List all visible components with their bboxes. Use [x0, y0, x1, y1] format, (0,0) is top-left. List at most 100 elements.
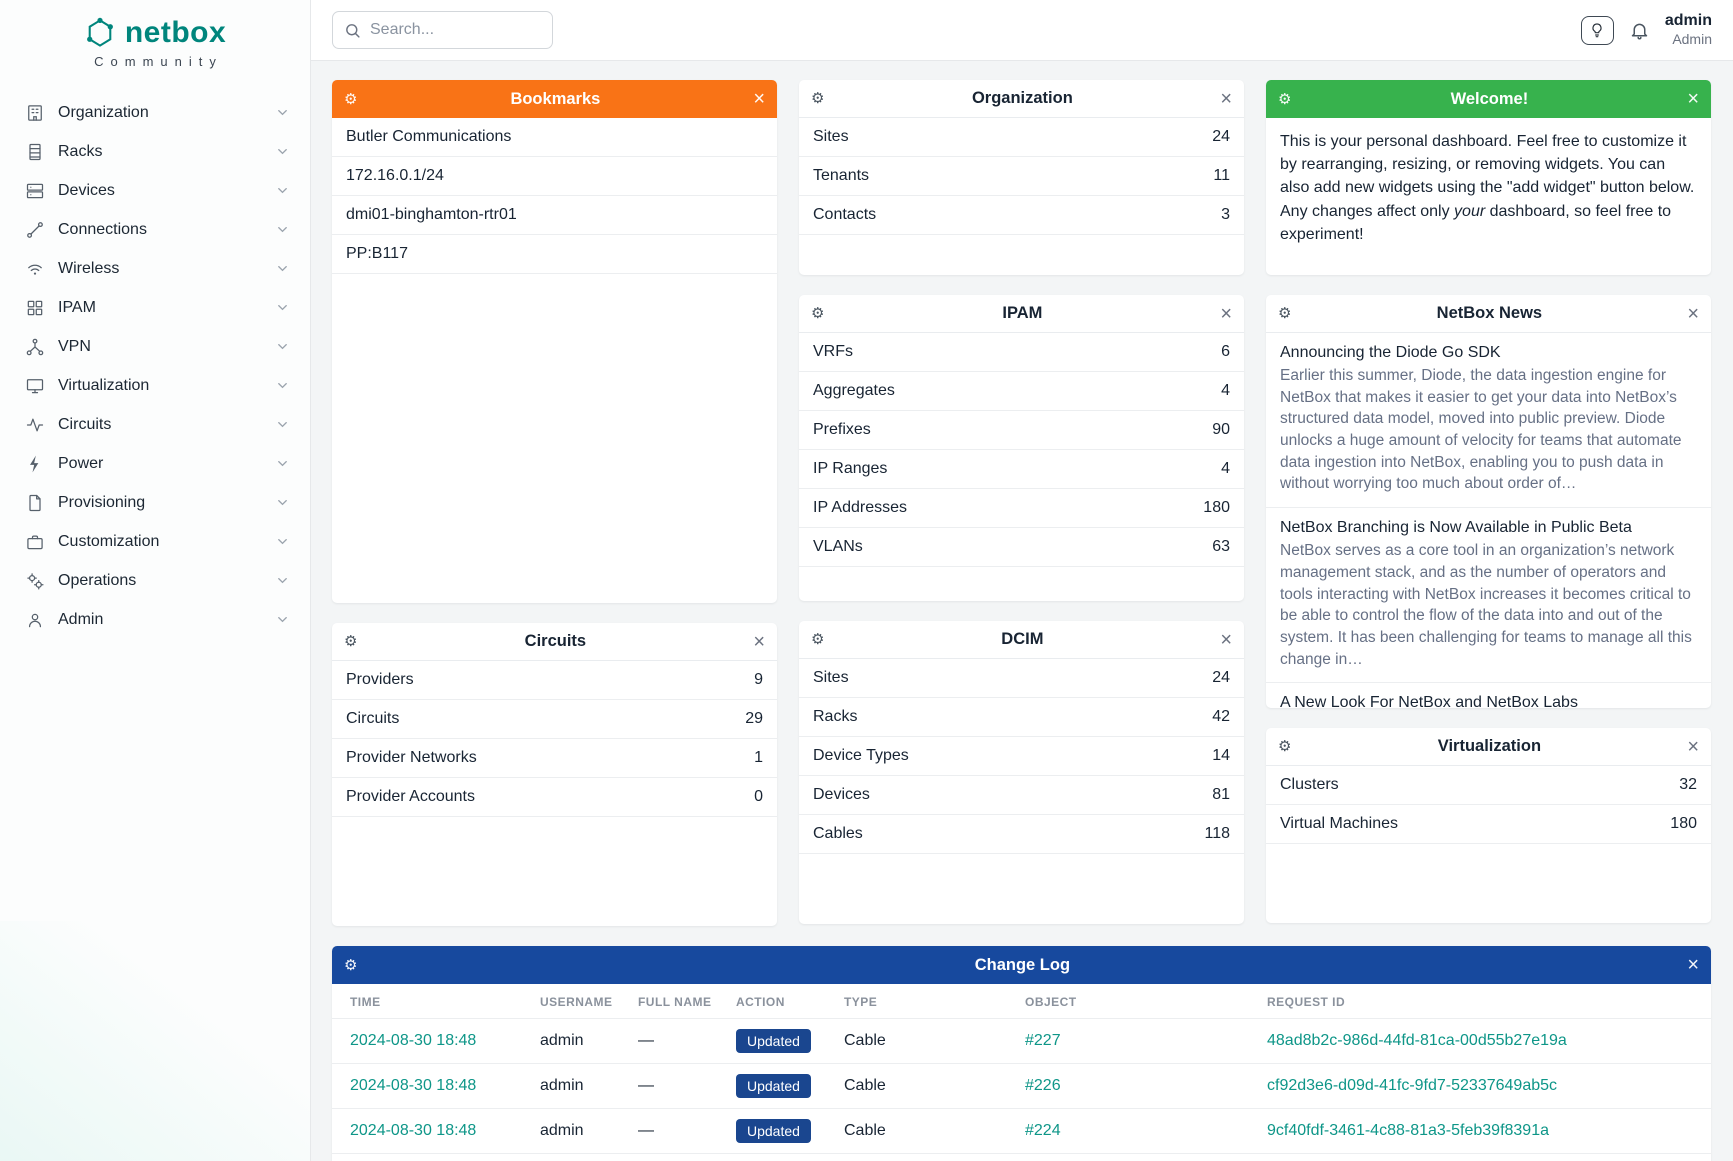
stat-value: 1 — [754, 749, 763, 766]
widget-settings-icon[interactable]: ⚙ — [344, 89, 358, 108]
widget-settings-icon[interactable]: ⚙ — [344, 955, 358, 974]
changelog-request-id-link[interactable]: cf92d3e6-d09d-41fc-9fd7-52337649ab5c — [1267, 1077, 1558, 1094]
widget-settings-icon[interactable]: ⚙ — [1278, 737, 1292, 755]
sidebar-item-operations[interactable]: Operations — [0, 561, 310, 600]
notifications-button[interactable] — [1629, 20, 1650, 41]
stat-label[interactable]: Contacts — [813, 206, 877, 223]
changelog-request-id-link[interactable]: 48ad8b2c-986d-44fd-81ca-00d55b27e19a — [1267, 1032, 1567, 1049]
stat-label[interactable]: Providers — [346, 671, 414, 688]
changelog-time-link[interactable]: 2024-08-30 18:48 — [350, 1032, 477, 1049]
bookmark-link[interactable]: PP:B117 — [346, 245, 408, 262]
changelog-time-link[interactable]: 2024-08-30 18:48 — [350, 1077, 477, 1094]
stat-value: 6 — [1221, 343, 1230, 360]
stat-label[interactable]: IP Addresses — [813, 499, 907, 516]
sidebar-item-provisioning[interactable]: Provisioning — [0, 483, 310, 522]
sidebar-item-connections[interactable]: Connections — [0, 210, 310, 249]
bookmark-link[interactable]: dmi01-binghamton-rtr01 — [346, 206, 517, 223]
bookmark-item: dmi01-binghamton-rtr01 — [332, 196, 777, 235]
sidebar: netbox Community Organization Racks Devi… — [0, 0, 311, 1161]
stat-label[interactable]: Provider Networks — [346, 749, 477, 766]
stat-label[interactable]: Device Types — [813, 747, 909, 764]
col-type: TYPE — [844, 995, 878, 1009]
sidebar-item-label: Operations — [58, 571, 137, 589]
stat-value: 24 — [1212, 669, 1230, 686]
stat-label[interactable]: Virtual Machines — [1280, 815, 1398, 832]
sidebar-item-power[interactable]: Power — [0, 444, 310, 483]
sidebar-item-organization[interactable]: Organization — [0, 93, 310, 132]
news-item-title[interactable]: NetBox Branching is Now Available in Pub… — [1280, 519, 1632, 537]
stat-value: 4 — [1221, 382, 1230, 399]
close-icon[interactable]: × — [1687, 302, 1699, 325]
stat-label[interactable]: VRFs — [813, 343, 853, 360]
sidebar-item-vpn[interactable]: VPN — [0, 327, 310, 366]
stat-label[interactable]: Prefixes — [813, 421, 871, 438]
search-input[interactable] — [370, 21, 541, 39]
widget-settings-icon[interactable]: ⚙ — [1278, 304, 1292, 322]
news-item: Announcing the Diode Go SDK Earlier this… — [1266, 333, 1711, 509]
widget-title: Organization — [971, 89, 1073, 107]
stat-label[interactable]: Cables — [813, 825, 863, 842]
bookmark-link[interactable]: 172.16.0.1/24 — [346, 167, 444, 184]
close-icon[interactable]: × — [1220, 302, 1232, 325]
stat-label[interactable]: Aggregates — [813, 382, 895, 399]
stat-label[interactable]: Sites — [813, 669, 849, 686]
widget-settings-icon[interactable]: ⚙ — [811, 89, 825, 107]
col-action: ACTION — [736, 995, 785, 1009]
close-icon[interactable]: × — [1687, 735, 1699, 758]
news-item-title[interactable]: Announcing the Diode Go SDK — [1280, 344, 1501, 361]
stat-label[interactable]: Clusters — [1280, 776, 1339, 793]
monitor-icon — [25, 376, 45, 396]
changelog-request-id-link[interactable]: 9cf40fdf-3461-4c88-81a3-5feb39f8391a — [1267, 1122, 1549, 1139]
sidebar-nav: Organization Racks Devices Connections W… — [0, 93, 310, 639]
changelog-object-link[interactable]: #224 — [1025, 1122, 1061, 1139]
changelog-time-link[interactable]: 2024-08-30 18:48 — [350, 1122, 477, 1139]
user-menu[interactable]: admin Admin — [1665, 11, 1712, 49]
sidebar-item-circuits[interactable]: Circuits — [0, 405, 310, 444]
close-icon[interactable]: × — [1220, 628, 1232, 651]
sidebar-item-ipam[interactable]: IPAM — [0, 288, 310, 327]
lightbulb-icon — [1592, 23, 1602, 38]
widget-settings-icon[interactable]: ⚙ — [1278, 89, 1292, 108]
stat-label[interactable]: Devices — [813, 786, 870, 803]
theme-toggle-button[interactable] — [1580, 15, 1614, 45]
news-item-body: NetBox serves as a core tool in an organ… — [1280, 542, 1692, 668]
sidebar-item-customization[interactable]: Customization — [0, 522, 310, 561]
news-item-title[interactable]: A New Look For NetBox and NetBox Labs — [1280, 694, 1578, 708]
stat-label[interactable]: IP Ranges — [813, 460, 888, 477]
stat-value: 32 — [1679, 776, 1697, 793]
sidebar-item-admin[interactable]: Admin — [0, 600, 310, 639]
widget-settings-icon[interactable]: ⚙ — [811, 304, 825, 322]
stat-label[interactable]: Sites — [813, 128, 849, 145]
close-icon[interactable]: × — [753, 630, 765, 653]
chevron-down-icon — [275, 456, 290, 471]
bookmark-link[interactable]: Butler Communications — [346, 128, 512, 145]
stat-label[interactable]: Tenants — [813, 167, 870, 184]
stat-value: 0 — [754, 788, 763, 805]
news-item: A New Look For NetBox and NetBox Labs — [1266, 683, 1711, 708]
netbox-logo[interactable]: netbox — [0, 0, 310, 50]
sidebar-item-racks[interactable]: Racks — [0, 132, 310, 171]
sidebar-item-virtualization[interactable]: Virtualization — [0, 366, 310, 405]
close-icon[interactable]: × — [1687, 88, 1699, 110]
widget-settings-icon[interactable]: ⚙ — [811, 630, 825, 648]
stat-label[interactable]: VLANs — [813, 538, 863, 555]
stat-label[interactable]: Racks — [813, 708, 858, 725]
widget-settings-icon[interactable]: ⚙ — [344, 632, 358, 650]
stat-row: Tenants 11 — [799, 157, 1244, 196]
stat-value: 11 — [1213, 167, 1230, 184]
changelog-object-link[interactable]: #226 — [1025, 1077, 1061, 1094]
stat-row: IP Ranges 4 — [799, 450, 1244, 489]
widget-title: Bookmarks — [510, 89, 601, 108]
close-icon[interactable]: × — [753, 88, 765, 110]
stat-value: 4 — [1221, 460, 1230, 477]
close-icon[interactable]: × — [1687, 954, 1699, 976]
table-row: 2024-08-30 18:48 admin — Updated Cable #… — [332, 1063, 1711, 1109]
stat-label[interactable]: Provider Accounts — [346, 788, 475, 805]
close-icon[interactable]: × — [1220, 87, 1232, 110]
sidebar-item-devices[interactable]: Devices — [0, 171, 310, 210]
changelog-object-link[interactable]: #227 — [1025, 1032, 1061, 1049]
stat-label[interactable]: Circuits — [346, 710, 400, 727]
stat-row: Aggregates 4 — [799, 372, 1244, 411]
welcome-widget: ⚙ Welcome! × This is your personal dashb… — [1266, 80, 1711, 275]
sidebar-item-wireless[interactable]: Wireless — [0, 249, 310, 288]
